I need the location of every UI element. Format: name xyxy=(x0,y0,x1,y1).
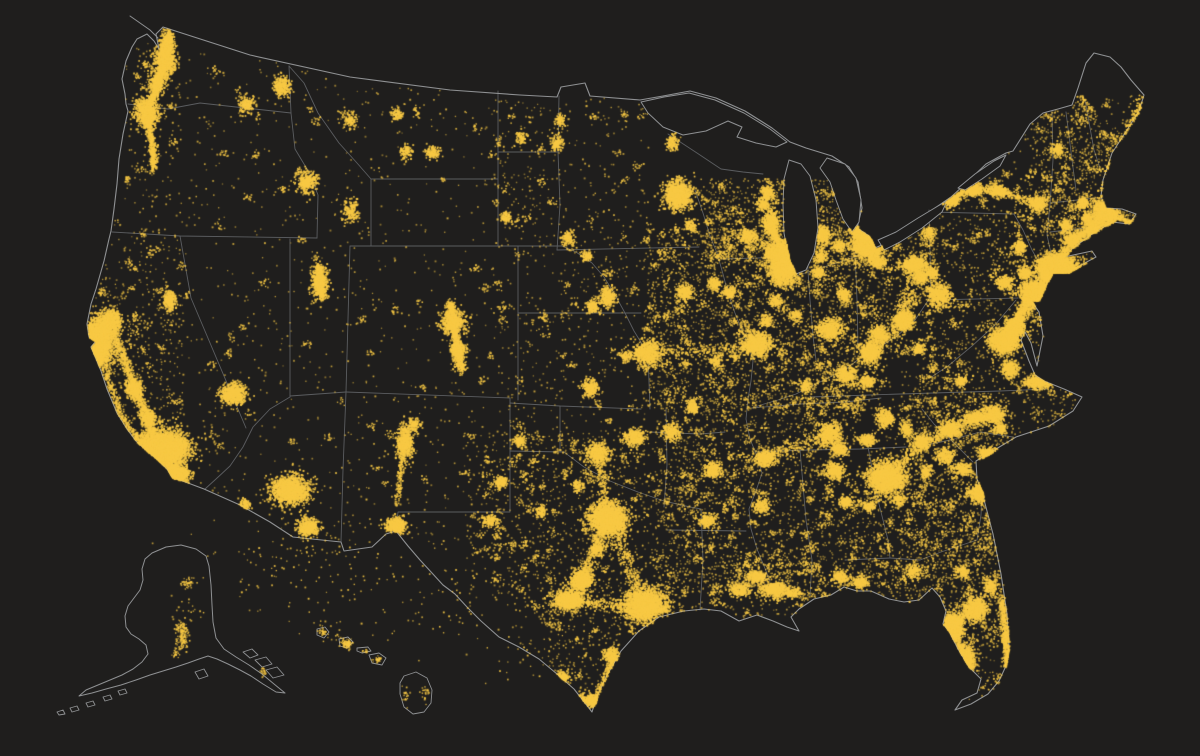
us-population-dot-map xyxy=(0,0,1200,756)
dot-layer xyxy=(0,0,1200,756)
